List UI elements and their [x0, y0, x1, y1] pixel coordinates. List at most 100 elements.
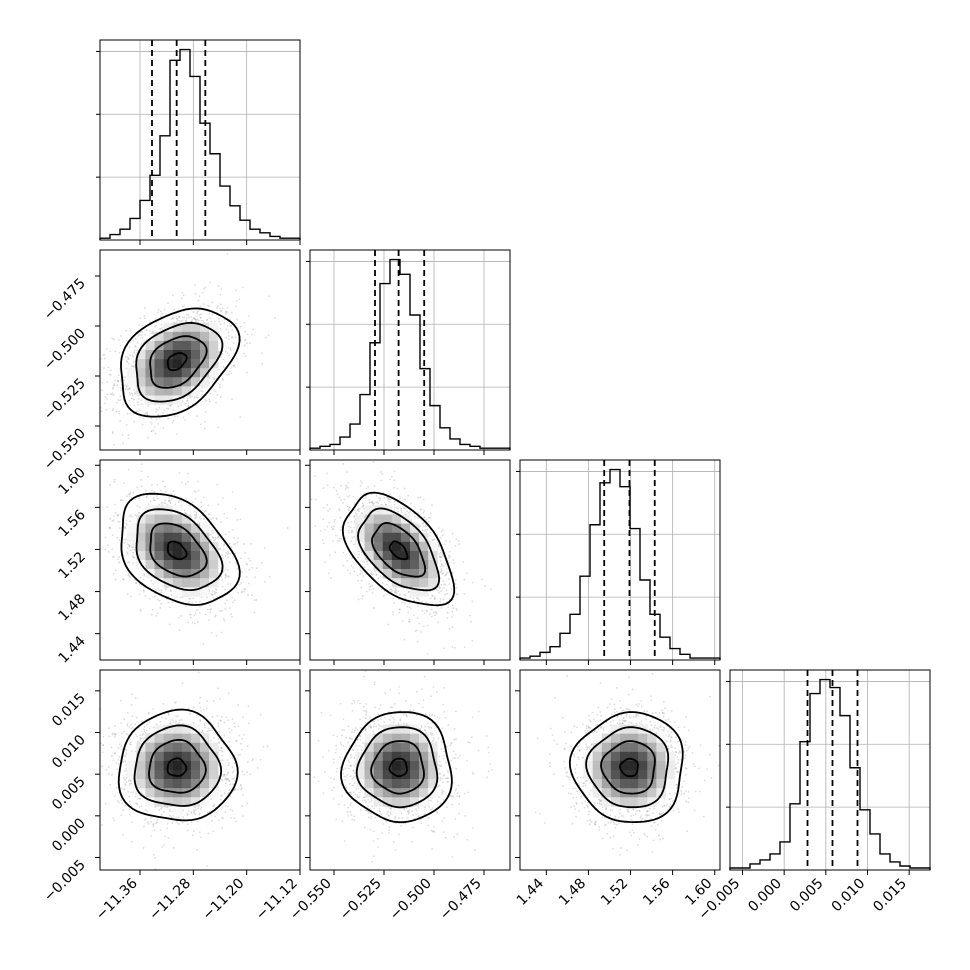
scatter-point	[296, 534, 298, 536]
density-cell	[181, 569, 192, 579]
scatter-point	[439, 586, 441, 589]
scatter-point	[180, 614, 183, 617]
scatter-point	[194, 319, 197, 321]
scatter-point	[94, 570, 96, 572]
contour-line	[371, 521, 427, 578]
scatter-point	[419, 496, 422, 499]
scatter-point	[151, 608, 154, 611]
scatter-point	[407, 511, 410, 514]
contour-line	[135, 508, 224, 592]
scatter-point	[175, 321, 178, 323]
scatter-point	[124, 387, 127, 390]
scatter-point	[170, 318, 173, 321]
scatter-point	[481, 578, 484, 581]
scatter-point	[129, 492, 132, 494]
scatter-point	[381, 473, 384, 475]
scatter-point	[208, 400, 211, 403]
scatter-point	[211, 536, 214, 539]
scatter-point	[332, 525, 335, 528]
density-cell	[428, 541, 438, 552]
scatter-point	[229, 325, 231, 327]
scatter-point	[118, 561, 121, 563]
scatter-point	[189, 616, 192, 619]
scatter-point	[463, 592, 466, 595]
scatter-point	[191, 621, 194, 624]
scatter-point	[372, 503, 374, 506]
density-cell	[172, 377, 183, 387]
scatter-point	[109, 373, 112, 376]
scatter-point	[131, 394, 134, 397]
density-cell	[391, 560, 402, 570]
scatter-point	[167, 499, 170, 502]
scatter-point	[209, 317, 212, 320]
scatter-point	[393, 470, 396, 473]
scatter-point	[433, 611, 435, 614]
scatter-point	[124, 388, 127, 391]
scatter-point	[213, 539, 215, 542]
scatter-point	[238, 583, 241, 586]
scatter-point	[235, 587, 238, 590]
scatter-point	[439, 551, 442, 554]
density-cell	[136, 350, 146, 360]
scatter-point	[375, 574, 378, 576]
scatter-point	[113, 478, 116, 481]
scatter-point	[177, 501, 180, 504]
density-cell	[200, 350, 210, 360]
scatter-point	[431, 595, 434, 597]
scatter-point	[136, 486, 139, 489]
scatter-point	[169, 606, 171, 609]
scatter-point	[209, 608, 212, 611]
density-cell	[190, 377, 201, 387]
scatter-point	[348, 525, 351, 528]
scatter-point	[380, 588, 383, 591]
density-cell	[163, 350, 174, 360]
scatter-point	[410, 519, 413, 521]
scatter-point	[226, 253, 229, 256]
scatter-point	[116, 514, 119, 516]
scatter-point	[452, 607, 455, 610]
scatter-point	[149, 330, 152, 332]
scatter-point	[172, 317, 174, 320]
scatter-point	[226, 306, 229, 309]
scatter-point	[178, 317, 181, 319]
panel-frame	[309, 459, 511, 661]
scatter-point	[133, 349, 136, 352]
scatter-point	[127, 574, 130, 577]
scatter-point	[173, 308, 175, 311]
scatter-point	[404, 498, 407, 501]
scatter-point	[162, 427, 165, 429]
contour-line	[120, 307, 241, 418]
scatter-point	[331, 528, 334, 531]
scatter-point	[363, 492, 366, 495]
scatter-point	[167, 500, 170, 503]
scatter-point	[444, 583, 447, 586]
scatter-point	[223, 620, 226, 622]
scatter-point	[210, 533, 212, 536]
scatter-point	[359, 569, 362, 572]
scatter-point	[133, 404, 135, 407]
scatter-point	[107, 366, 110, 369]
scatter-point	[326, 472, 328, 475]
scatter-point	[406, 605, 409, 608]
scatter-point	[438, 545, 440, 548]
scatter-point	[446, 611, 449, 614]
scatter-point	[440, 556, 443, 559]
scatter-point	[138, 497, 140, 500]
scatter-point	[179, 500, 182, 503]
scatter-point	[113, 384, 116, 387]
scatter-point	[157, 409, 159, 412]
scatter-point	[152, 429, 155, 432]
scatter-point	[209, 611, 212, 614]
scatter-point	[108, 735, 111, 738]
scatter-point	[130, 397, 133, 400]
scatter-point	[422, 525, 425, 528]
scatter-point	[215, 591, 218, 594]
density-cell	[163, 523, 174, 534]
scatter-point	[425, 531, 428, 533]
scatter-point	[179, 596, 182, 599]
scatter-point	[157, 413, 159, 416]
scatter-point	[110, 369, 112, 372]
scatter-point	[230, 615, 233, 618]
scatter-point	[254, 576, 257, 578]
scatter-point	[173, 597, 176, 600]
